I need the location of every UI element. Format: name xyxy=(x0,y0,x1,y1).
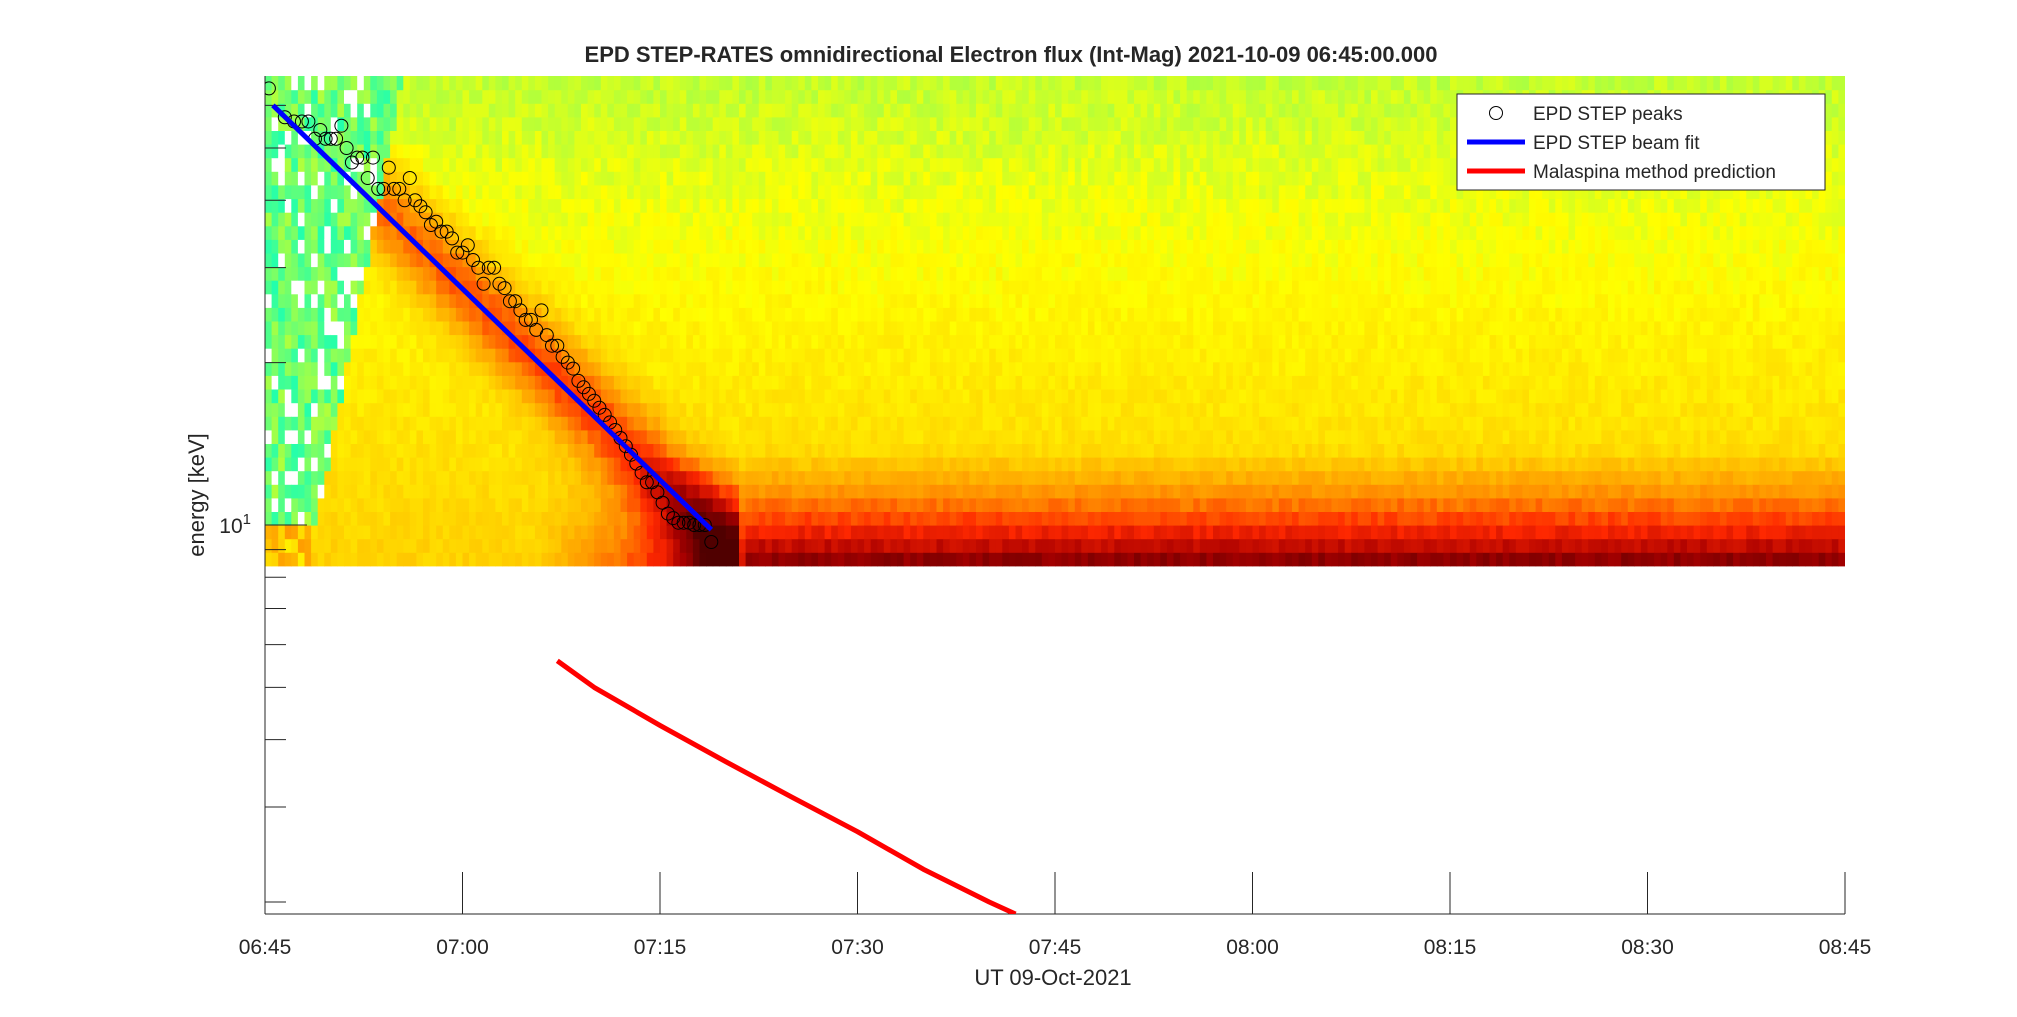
peak-marker xyxy=(402,171,417,185)
peak-marker xyxy=(301,114,316,129)
peak-marker xyxy=(492,276,507,291)
x-tick-label: 06:45 xyxy=(239,936,292,959)
malaspina-prediction-line xyxy=(555,658,1017,914)
peak-marker xyxy=(566,361,581,376)
peak-marker xyxy=(334,118,349,133)
peak-marker xyxy=(387,181,401,196)
peak-marker xyxy=(360,171,375,185)
peak-marker xyxy=(704,535,719,549)
peak-marker xyxy=(624,447,638,462)
peak-marker xyxy=(371,181,386,196)
x-axis-label: UT 09-Oct-2021 xyxy=(974,965,1131,990)
legend-marker-circle xyxy=(1489,106,1503,120)
peak-marker xyxy=(392,181,407,196)
y-tick-label: 101 xyxy=(219,511,251,538)
axes: 06:45 07:00 07:15 07:30 07:45 08:00 08:15 08:30… xyxy=(219,76,1871,959)
legend-label: EPD STEP peaks xyxy=(1533,104,1683,125)
peak-marker xyxy=(587,393,602,408)
y-axis-label: energy [keV] xyxy=(184,433,209,557)
x-tick-label: 08:30 xyxy=(1621,936,1674,959)
peak-marker xyxy=(329,131,344,146)
x-tick-label: 07:30 xyxy=(831,936,884,959)
peak-marker xyxy=(376,181,391,196)
peak-marker xyxy=(497,281,512,296)
peak-marker xyxy=(487,260,502,275)
peak-marker xyxy=(687,518,702,532)
x-tick-label: 07:45 xyxy=(1029,936,1082,959)
peak-marker xyxy=(313,123,328,137)
peak-marker xyxy=(434,224,449,239)
peak-marker xyxy=(671,515,686,530)
peak-marker xyxy=(466,253,480,267)
peak-marker xyxy=(555,349,570,364)
peak-marker xyxy=(318,131,333,146)
peak-marker xyxy=(550,338,565,353)
peak-marker xyxy=(355,150,370,165)
x-tick-label: 08:45 xyxy=(1819,936,1872,959)
peak-marker xyxy=(697,518,712,532)
peak-marker xyxy=(350,150,365,165)
peak-marker xyxy=(455,245,470,260)
peak-marker xyxy=(476,276,491,291)
peak-marker xyxy=(639,475,654,490)
legend-label: Malaspina method prediction xyxy=(1533,162,1776,183)
beam-fit-line xyxy=(271,103,714,532)
peak-marker xyxy=(265,81,276,96)
peak-marker xyxy=(471,260,486,275)
peak-marker xyxy=(502,294,517,309)
peak-marker xyxy=(508,294,523,309)
series-layer xyxy=(265,81,1017,914)
peak-marker xyxy=(397,193,412,208)
peak-marker xyxy=(277,110,292,125)
peak-marker xyxy=(323,131,338,146)
chart-title: EPD STEP-RATES omnidirectional Electron … xyxy=(585,42,1438,67)
peak-marker xyxy=(676,515,691,530)
peak-marker xyxy=(445,231,459,246)
legend-label: EPD STEP beam fit xyxy=(1533,133,1700,154)
peak-marker xyxy=(418,205,433,220)
peak-marker xyxy=(518,312,533,327)
peak-marker xyxy=(545,338,559,353)
peak-marker xyxy=(534,303,549,318)
peak-marker xyxy=(660,506,675,521)
x-tick-label: 08:15 xyxy=(1424,936,1477,959)
peak-marker xyxy=(481,260,496,275)
legend: EPD STEP peaks EPD STEP beam fit Malaspina… xyxy=(1456,93,1826,191)
peak-marker xyxy=(618,439,633,454)
peak-marker xyxy=(339,141,354,155)
peak-marker xyxy=(294,114,309,129)
peak-marker xyxy=(450,245,465,260)
x-tick-label: 08:00 xyxy=(1226,936,1279,959)
peak-marker xyxy=(381,160,396,175)
x-tick-label: 07:00 xyxy=(436,936,489,959)
peak-marker xyxy=(597,407,612,422)
peak-marker xyxy=(460,238,475,253)
peak-marker xyxy=(366,150,380,165)
x-tick-label: 07:15 xyxy=(634,936,687,959)
peak-marker xyxy=(592,400,607,415)
spectrogram-heatmap xyxy=(265,76,1845,567)
